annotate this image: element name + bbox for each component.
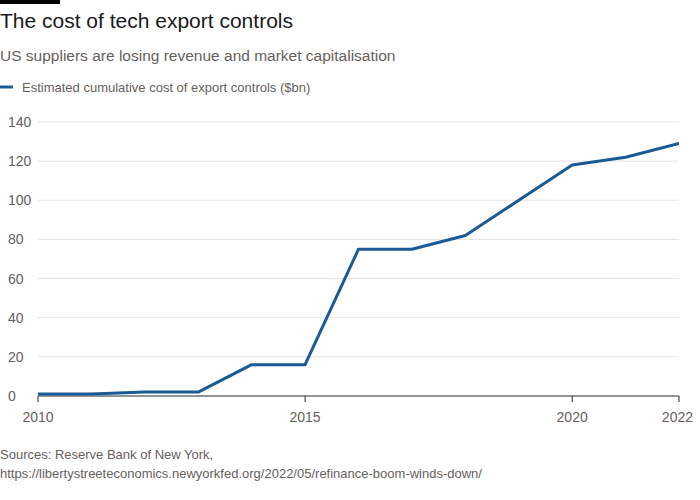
subtitle: US suppliers are losing revenue and mark… xyxy=(0,47,395,64)
y-tick-label: 80 xyxy=(8,231,24,247)
source: Sources: Reserve Bank of New York, xyxy=(0,447,213,462)
source: https://libertystreeteconomics.newyorkfe… xyxy=(0,466,482,481)
x-tick xyxy=(572,396,573,402)
x-tick-label: 2015 xyxy=(290,409,321,425)
x-tick xyxy=(38,396,39,402)
y-tick-label: 100 xyxy=(8,192,32,208)
baseline xyxy=(38,395,679,396)
legend-label: Estimated cumulative cost of export cont… xyxy=(22,80,310,95)
x-tick-label: 2010 xyxy=(22,409,53,425)
y-tick-label: 20 xyxy=(8,349,24,365)
series-line xyxy=(38,144,679,395)
grid-line xyxy=(38,317,679,318)
y-tick-label: 40 xyxy=(8,310,24,326)
y-tick-label: 140 xyxy=(8,114,32,130)
grid-line xyxy=(38,278,679,279)
y-tick-label: 60 xyxy=(8,271,24,287)
x-tick-label: 2020 xyxy=(557,409,588,425)
x-tick-label: 2022 xyxy=(662,409,693,425)
brand-bar xyxy=(0,0,60,4)
x-tick xyxy=(679,396,680,402)
y-tick-label: 0 xyxy=(8,388,16,404)
grid-line xyxy=(38,356,679,357)
x-tick xyxy=(305,396,306,402)
grid-line xyxy=(38,122,679,123)
grid-line xyxy=(38,239,679,240)
grid-line xyxy=(38,161,679,162)
chart: The cost of tech export controls US suppl… xyxy=(0,0,700,500)
title: The cost of tech export controls xyxy=(0,9,293,32)
grid-line xyxy=(38,200,679,201)
legend-swatch xyxy=(0,86,13,89)
y-tick-label: 120 xyxy=(8,153,32,169)
plot-area xyxy=(38,144,679,395)
